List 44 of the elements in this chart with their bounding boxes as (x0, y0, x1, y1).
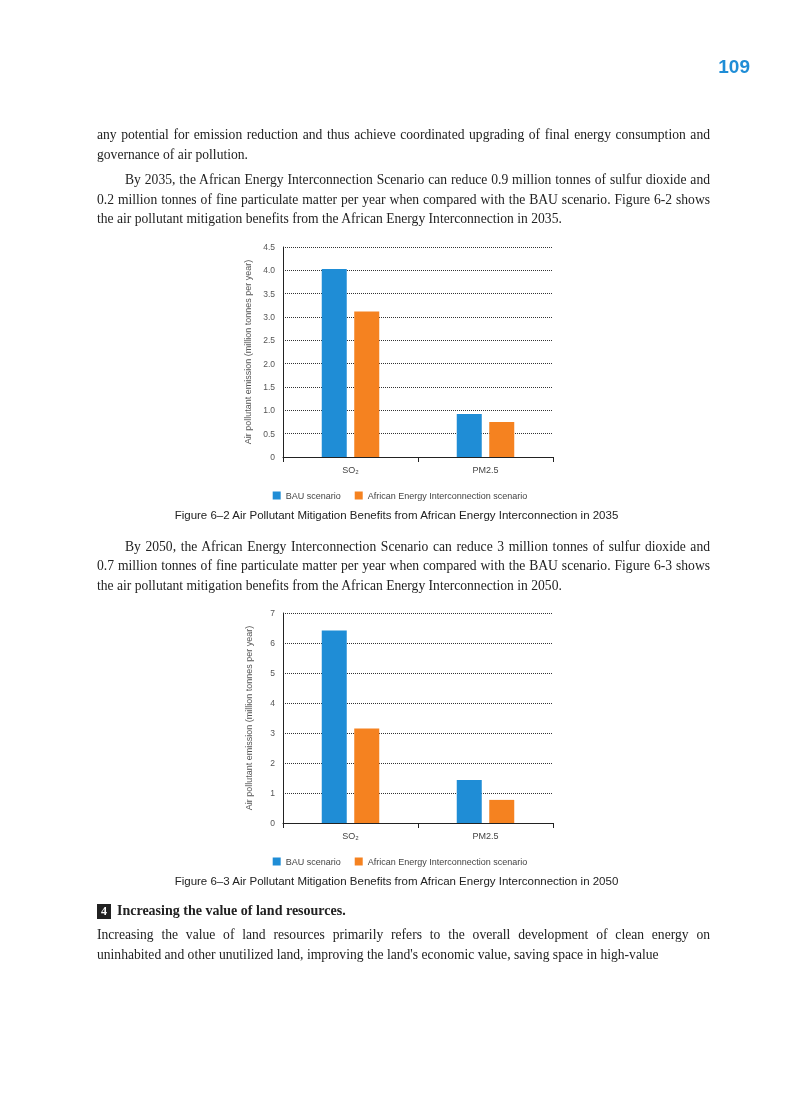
text: Increasing the value of land resources primarily refers to the overall development of clean energy on uninhabited and other unutilized land, improving the land's economic value, saving space in high-value (97, 926, 710, 964)
x-tick-label: PM2.5 (472, 464, 499, 474)
y-tick-label: 4.0 (263, 264, 276, 275)
y-tick-label: 0 (270, 451, 276, 462)
y-axis-title: Air pollutant emission (million tonnes per year) (243, 625, 254, 811)
y-tick-label: 2.5 (263, 334, 276, 345)
y-tick-label: 3.5 (263, 288, 276, 299)
y-tick-label: 3.0 (263, 311, 276, 322)
y-tick-label: 7 (270, 608, 276, 618)
bar (489, 799, 515, 823)
bar (321, 268, 347, 457)
y-tick-label: 4 (270, 698, 276, 708)
text: By 2050, the African Energy Interconnection Scenario can reduce 3 million tonnes of sulfur dioxide and 0.7 million tonnes of fine particulate matter per year when compared with the BAU scenario. Figure 6-3 shows the air pollutant mitigation benefits from the African Energy Interconnection in 2050. (97, 537, 710, 595)
y-tick-label: 3 (270, 728, 276, 738)
text: By 2035, the African Energy Interconnection Scenario can reduce 0.9 million tonnes of sulfur dioxide and 0.2 million tonnes of fine particulate matter per year when compared with the BAU scenario. Figure 6-2 shows the air pollutant mitigation benefits from the African Energy Interconnection in 2035. (97, 171, 710, 228)
y-tick-label: 4.5 (263, 241, 276, 252)
y-tick-label: 1.0 (263, 404, 276, 415)
text: Figure 6–2 Air Pollutant Mitigation Benefits from African Energy Interconnection in 2035 (173, 508, 620, 521)
text: Figure 6–3 Air Pollutant Mitigation Benefits from African Energy Interconnection in 2050 (173, 875, 620, 887)
y-tick-label: 6 (270, 638, 276, 648)
y-tick-label: 0 (270, 818, 276, 828)
x-tick-label: SO₂ (342, 464, 360, 474)
bar (321, 630, 347, 823)
y-tick-label: 2.0 (263, 358, 276, 369)
text: 4 Increasing the value of land resources. (100, 903, 346, 919)
x-tick-label: SO₂ (342, 830, 360, 841)
bar (354, 310, 380, 457)
y-tick-label: 0.5 (263, 428, 276, 439)
y-tick-label: 1 (270, 788, 276, 798)
legend-label: BAU scenario (285, 856, 341, 867)
legend-label: African Energy Interconnection scenario (367, 490, 528, 500)
bar (489, 421, 515, 457)
text: any potential for emission reduction and thus achieve coordinated upgrading of final energy consumption and governance of air pollution. (97, 126, 710, 164)
y-tick-label: 1.5 (263, 381, 276, 392)
bar (354, 728, 380, 823)
y-tick-label: 5 (270, 668, 276, 678)
x-tick-label: PM2.5 (472, 830, 499, 841)
text: 109 (717, 56, 750, 78)
legend-label: BAU scenario (285, 490, 341, 500)
y-axis-title: Air pollutant emission (million tonnes per year) (242, 259, 253, 444)
legend-label: African Energy Interconnection scenario (367, 856, 528, 867)
bar (456, 780, 482, 823)
y-tick-label: 2 (270, 758, 276, 768)
bar (456, 413, 482, 457)
